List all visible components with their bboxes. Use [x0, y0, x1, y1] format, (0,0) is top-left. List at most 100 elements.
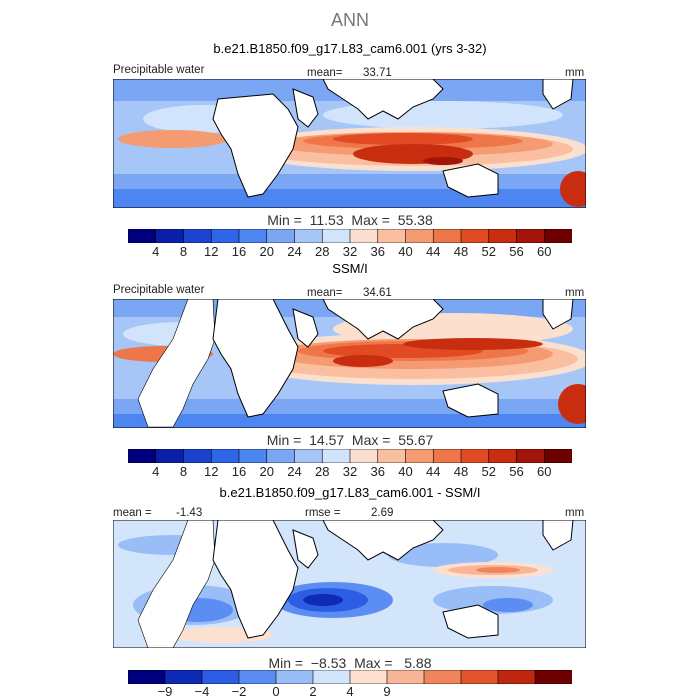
colorbar-swatch: [275, 670, 314, 684]
panel3-mean-label: mean =: [113, 507, 152, 519]
colorbar-swatch: [460, 449, 490, 463]
panel3-title: b.e21.B1850.f09_g17.L83_cam6.001 - SSM/I: [219, 485, 481, 500]
colorbar-swatch: [349, 670, 388, 684]
colorbar-swatch: [543, 229, 572, 243]
colorbar-swatch: [432, 229, 462, 243]
colorbar-swatch: [210, 449, 240, 463]
panel2-mean-value: 34.61: [363, 287, 392, 299]
colorbar-tick-label: 20: [259, 244, 274, 259]
panel3-units: mm: [565, 507, 585, 519]
panel2-colorbar: [128, 449, 572, 463]
colorbar-swatch: [488, 449, 518, 463]
colorbar-swatch: [183, 449, 213, 463]
colorbar-swatch: [543, 449, 572, 463]
colorbar-tick-label: 28: [315, 464, 330, 479]
colorbar-swatch: [294, 229, 324, 243]
colorbar-tick-label: 12: [204, 464, 219, 479]
colorbar-tick-label: 60: [537, 244, 552, 259]
colorbar-tick-label: 40: [398, 244, 413, 259]
colorbar-swatch: [405, 229, 435, 243]
colorbar-swatch: [201, 670, 240, 684]
panel2-map: [113, 299, 586, 428]
colorbar-tick-label: 16: [231, 244, 247, 259]
colorbar-swatch: [238, 229, 268, 243]
colorbar-swatch: [183, 229, 213, 243]
colorbar-swatch: [210, 229, 240, 243]
colorbar-tick-label: 28: [315, 244, 330, 259]
colorbar-tick-label: 16: [231, 464, 247, 479]
colorbar-tick-label: 56: [509, 244, 524, 259]
colorbar-tick-label: 48: [453, 464, 469, 479]
colorbar-tick-label: 52: [481, 244, 496, 259]
colorbar-tick-label: 9: [383, 684, 391, 699]
colorbar-tick-label: 32: [342, 244, 358, 259]
colorbar-swatch: [349, 449, 379, 463]
colorbar-tick-label: 0: [272, 684, 280, 699]
colorbar-swatch: [155, 229, 185, 243]
colorbar-swatch: [377, 229, 407, 243]
colorbar-tick-label: 4: [152, 464, 160, 479]
panel3-min-max: Min = −8.53 Max = 5.88: [268, 655, 432, 671]
panel3-mean-value: -1.43: [176, 507, 203, 519]
colorbar-tick-label: 44: [426, 464, 441, 479]
colorbar-swatch: [405, 449, 435, 463]
colorbar-swatch: [377, 449, 407, 463]
colorbar-swatch: [312, 670, 351, 684]
colorbar-swatch: [155, 449, 185, 463]
colorbar-tick-label: 52: [481, 464, 496, 479]
colorbar-swatch: [321, 229, 351, 243]
colorbar-tick-label: 2: [309, 684, 317, 699]
panel1-colorbar-labels: 4 8 12 16 20 24 28 32 36 40 44 48 52 56 60: [128, 244, 572, 260]
figure-title: ANN: [330, 10, 369, 30]
colorbar-swatch: [164, 670, 203, 684]
colorbar-swatch: [423, 670, 462, 684]
colorbar-swatch: [128, 449, 157, 463]
colorbar-swatch: [516, 449, 546, 463]
panel2-variable-label: Precipitable water: [113, 284, 205, 296]
panel3-colorbar-labels: −9 −4 −2 0 2 4 9: [128, 684, 572, 700]
colorbar-swatch: [349, 229, 379, 243]
colorbar-swatch: [294, 449, 324, 463]
colorbar-tick-label: 4: [152, 244, 160, 259]
colorbar-tick-label: 20: [259, 464, 274, 479]
colorbar-swatch: [497, 670, 536, 684]
panel2-min-max: Min = 14.57 Max = 55.67: [266, 432, 434, 448]
colorbar-tick-label: 36: [370, 464, 385, 479]
panel1-units: mm: [565, 67, 585, 79]
colorbar-tick-label: 8: [179, 244, 188, 259]
colorbar-swatch: [266, 229, 296, 243]
colorbar-tick-label: 8: [179, 464, 188, 479]
colorbar-tick-label: 56: [509, 464, 524, 479]
colorbar-swatch: [128, 229, 157, 243]
colorbar-tick-label: 60: [537, 464, 552, 479]
colorbar-swatch: [534, 670, 572, 684]
panel2-colorbar-labels: 4 8 12 16 20 24 28 32 36 40 44 48 52 56 60: [128, 464, 572, 480]
colorbar-swatch: [432, 449, 462, 463]
panel1-mean-label: mean=: [307, 67, 343, 79]
panel1-variable-label: Precipitable water: [113, 64, 205, 76]
panel2-title: SSM/I: [332, 261, 368, 276]
panel2-units: mm: [565, 287, 585, 299]
colorbar-tick-label: −2: [231, 684, 247, 699]
colorbar-tick-label: 24: [287, 464, 302, 479]
colorbar-swatch: [516, 229, 546, 243]
colorbar-swatch: [386, 670, 425, 684]
colorbar-swatch: [266, 449, 296, 463]
panel1-map: [113, 79, 586, 208]
colorbar-tick-label: 12: [204, 244, 219, 259]
panel2-mean-label: mean=: [307, 287, 343, 299]
colorbar-tick-label: 4: [346, 684, 354, 699]
colorbar-tick-label: 24: [287, 244, 302, 259]
colorbar-swatch: [460, 229, 490, 243]
colorbar-tick-label: 44: [426, 244, 441, 259]
colorbar-swatch: [238, 670, 277, 684]
panel3-colorbar: [128, 670, 572, 684]
colorbar-tick-label: 48: [453, 244, 469, 259]
colorbar-tick-label: −4: [194, 684, 210, 699]
panel3-map: [113, 520, 586, 648]
colorbar-tick-label: 36: [370, 244, 385, 259]
colorbar-swatch: [128, 670, 166, 684]
colorbar-swatch: [321, 449, 351, 463]
colorbar-tick-label: 32: [342, 464, 358, 479]
colorbar-tick-label: 40: [398, 464, 413, 479]
